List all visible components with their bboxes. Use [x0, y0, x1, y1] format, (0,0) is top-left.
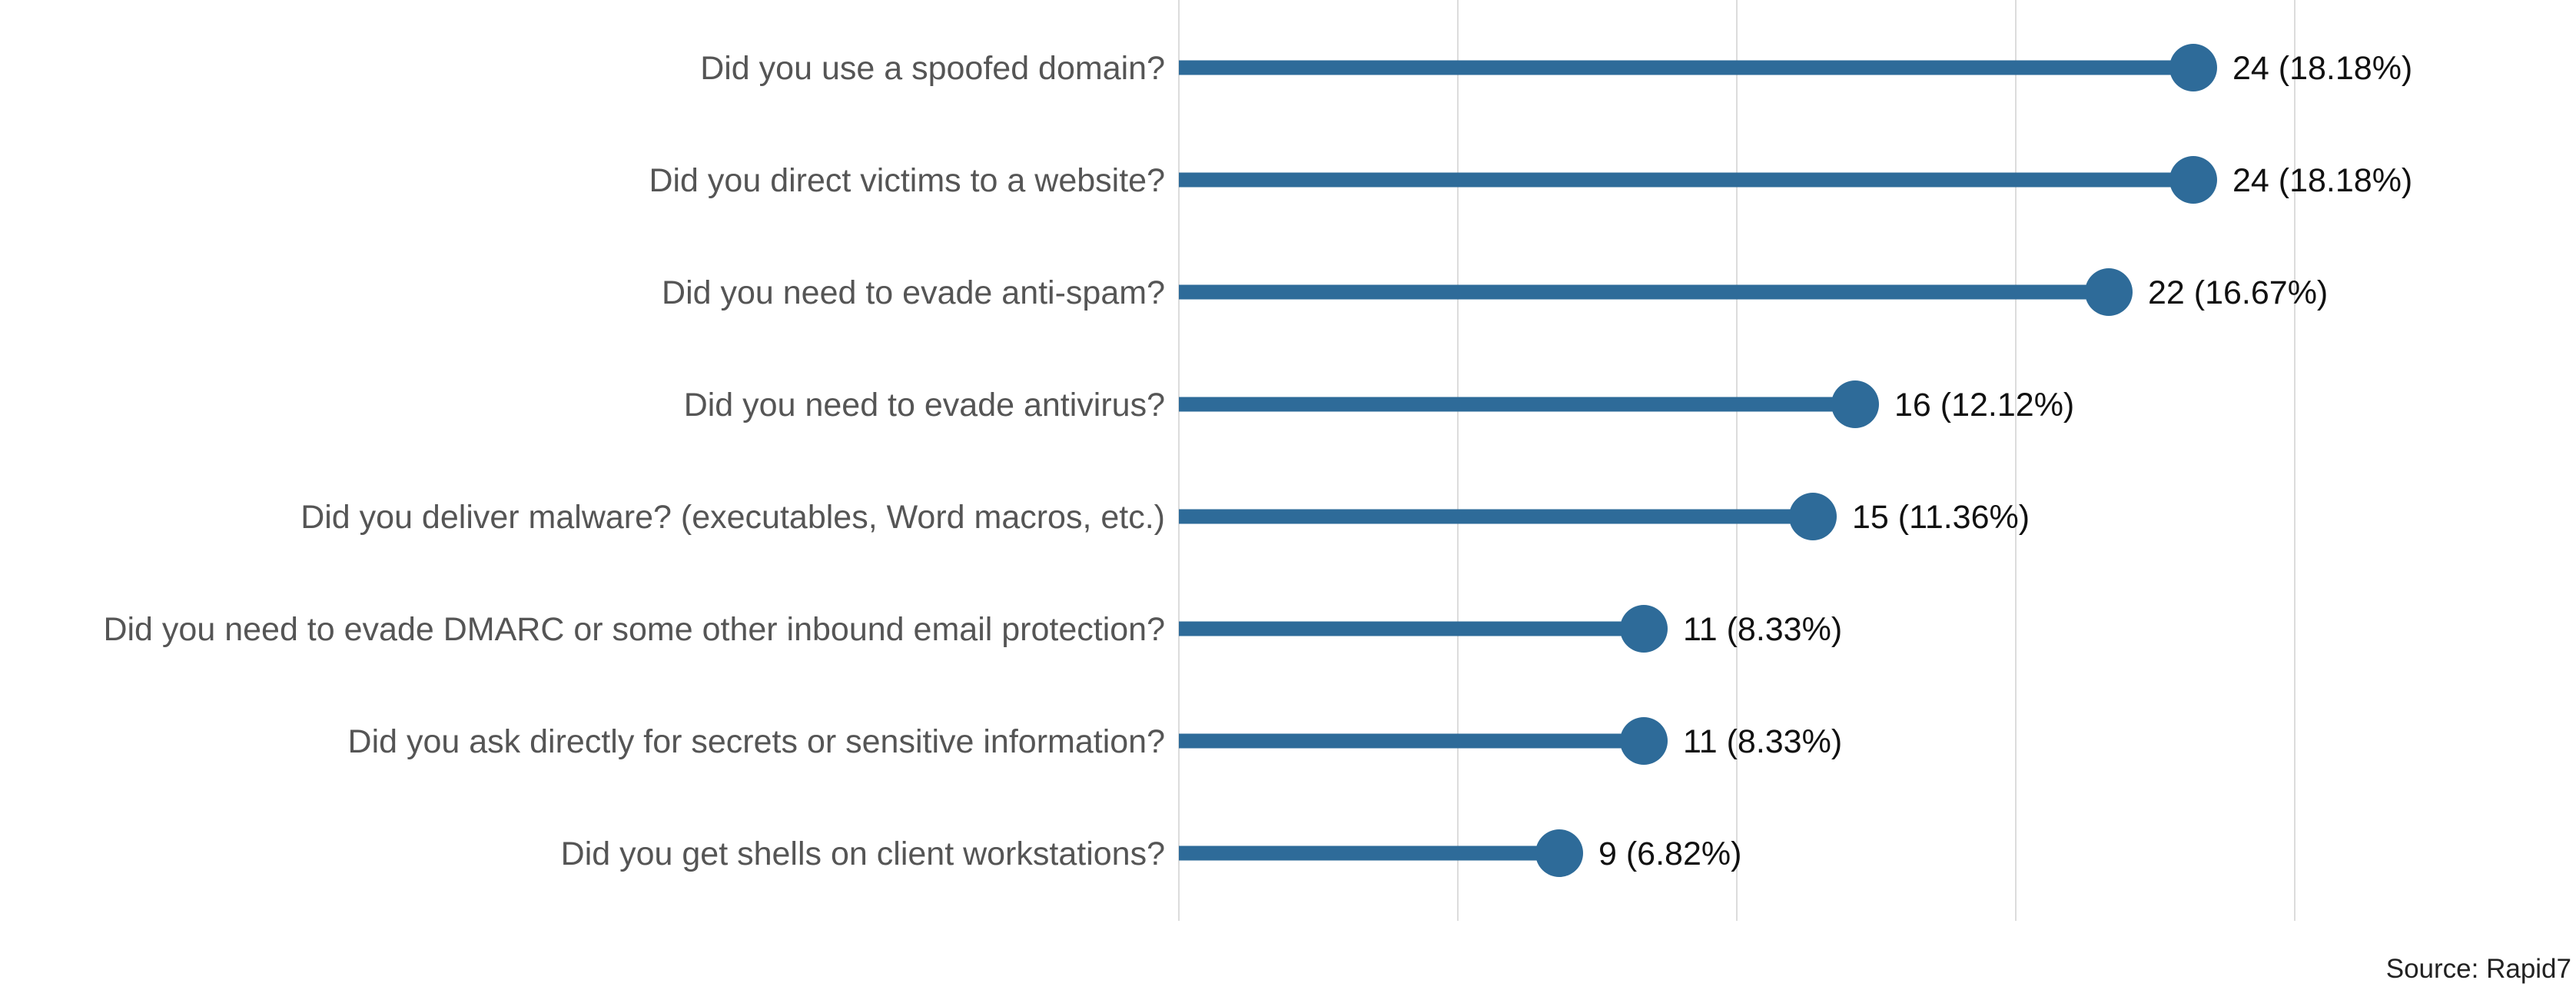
lollipop-dot	[1789, 493, 1837, 540]
data-label: 24 (18.18%)	[2232, 162, 2412, 199]
lollipop-stems	[1179, 60, 2193, 861]
lollipop-stem	[1179, 284, 2109, 300]
data-label: 24 (18.18%)	[2232, 50, 2412, 87]
category-label: Did you deliver malware? (executables, W…	[300, 499, 1165, 536]
lollipop-dot	[1535, 829, 1583, 877]
lollipop-dot	[1620, 717, 1668, 765]
lollipop-stem	[1179, 509, 1813, 524]
lollipop-dot	[2169, 156, 2217, 204]
category-label: Did you ask directly for secrets or sens…	[348, 723, 1165, 760]
data-label: 11 (8.33%)	[1683, 723, 1842, 760]
category-label: Did you use a spoofed domain?	[700, 50, 1165, 87]
lollipop-stem	[1179, 621, 1644, 636]
source-note: Source: Rapid7	[2386, 954, 2571, 984]
data-label: 9 (6.82%)	[1598, 836, 1741, 872]
lollipop-stem	[1179, 845, 1559, 861]
gridlines	[1178, 0, 2295, 921]
lollipop-stem	[1179, 172, 2193, 188]
category-label: Did you need to evade anti-spam?	[662, 274, 1165, 311]
lollipop-dot	[2169, 44, 2217, 91]
data-label: 11 (8.33%)	[1683, 611, 1842, 648]
data-labels: 24 (18.18%) 24 (18.18%) 22 (16.67%) 16 (12.…	[1598, 50, 2412, 872]
lollipop-stem	[1179, 397, 1855, 412]
lollipop-dot	[1831, 380, 1879, 428]
lollipop-stem	[1179, 733, 1644, 749]
category-label: Did you direct victims to a website?	[649, 162, 1165, 199]
category-labels: Did you use a spoofed domain? Did you dir…	[103, 50, 1165, 872]
lollipop-dot	[2085, 268, 2133, 316]
lollipop-stem	[1179, 60, 2193, 75]
category-label: Did you need to evade antivirus?	[684, 387, 1165, 424]
data-label: 16 (12.12%)	[1894, 387, 2074, 424]
data-label: 22 (16.67%)	[2148, 274, 2328, 311]
lollipop-dots	[1535, 44, 2217, 877]
lollipop-dot	[1620, 605, 1668, 653]
category-label: Did you need to evade DMARC or some othe…	[103, 611, 1165, 648]
data-label: 15 (11.36%)	[1852, 499, 2030, 536]
category-label: Did you get shells on client workstation…	[561, 836, 1165, 872]
